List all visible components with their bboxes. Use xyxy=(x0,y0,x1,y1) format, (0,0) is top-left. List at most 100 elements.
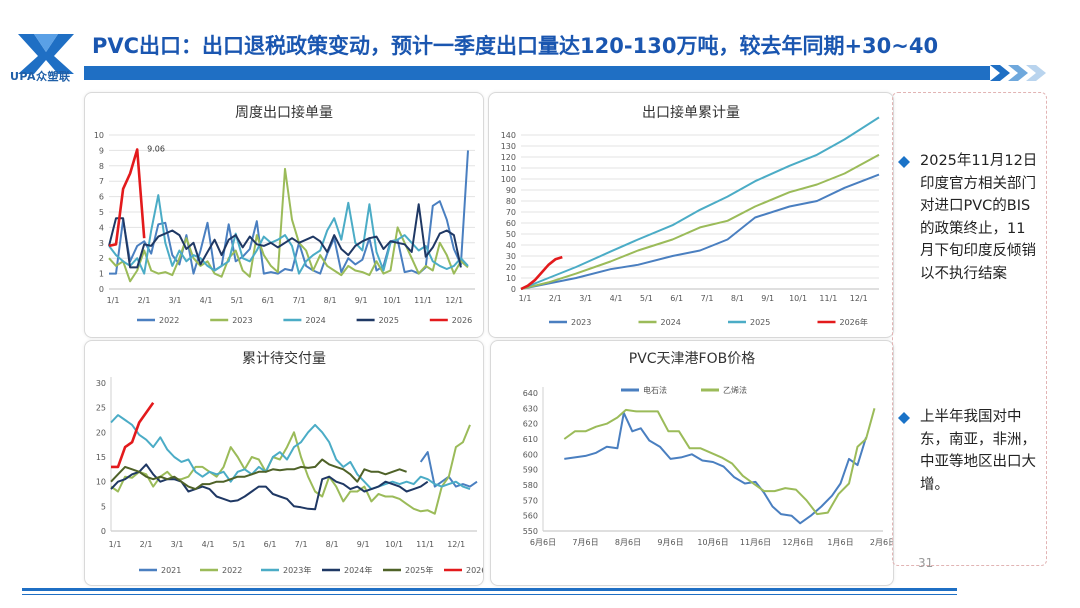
y-tick-label: 0 xyxy=(101,527,106,536)
chevron-right-icon xyxy=(990,65,1010,81)
x-tick-label: 9/1 xyxy=(761,294,774,303)
page-title: PVC出口：出口退税政策变动，预计一季度出口量达120-130万吨，较去年同期+… xyxy=(92,34,939,58)
x-tick-label: 6月6日 xyxy=(530,538,556,547)
series-line xyxy=(110,424,471,515)
legend-label: 2025 xyxy=(750,318,770,327)
y-tick-label: 60 xyxy=(506,219,516,228)
note-text: 上半年我国对中东，南亚，非洲，中亚等地区出口大增。 xyxy=(920,409,1036,493)
series-line xyxy=(108,203,462,269)
chart-title: 出口接单累计量 xyxy=(642,104,740,121)
series-line xyxy=(520,153,880,290)
series-line xyxy=(520,116,880,290)
legend-label: 2025 xyxy=(379,316,399,325)
x-tick-label: 4/1 xyxy=(202,540,215,549)
y-tick-label: 0 xyxy=(99,285,104,294)
chart-title: 周度出口接单量 xyxy=(235,104,333,121)
legend-label: 2023 xyxy=(232,316,252,325)
x-tick-label: 6/1 xyxy=(670,294,683,303)
header-bar xyxy=(84,66,990,80)
y-tick-label: 0 xyxy=(511,285,516,294)
chevron-right-icon xyxy=(1026,65,1046,81)
x-tick-label: 12/1 xyxy=(445,296,463,305)
y-tick-label: 20 xyxy=(506,263,516,272)
y-tick-label: 1 xyxy=(99,270,104,279)
series-line xyxy=(110,463,429,511)
y-tick-label: 50 xyxy=(506,230,516,239)
note-item: 2025年11月12日印度官方相关部门对进口PVC的BIS的政策终止，11月下旬… xyxy=(898,150,1038,285)
x-tick-label: 9月6日 xyxy=(657,538,683,547)
y-tick-label: 580 xyxy=(523,481,538,490)
y-tick-label: 110 xyxy=(501,164,516,173)
x-tick-label: 1/1 xyxy=(109,540,122,549)
y-tick-label: 2 xyxy=(99,254,104,263)
x-tick-label: 8月6日 xyxy=(615,538,641,547)
legend-label: 2024 xyxy=(305,316,325,325)
series-line xyxy=(520,255,563,291)
pending-delivery-plot: 累计待交付量 0 5 10 15 20 25 30 1/1 2/1 3/1 4/1 5/1 6/1 7/1 8… xyxy=(96,350,483,575)
data-label: 9.06 xyxy=(147,144,165,153)
legend-label: 2026年 xyxy=(840,317,868,327)
footer-bar xyxy=(22,588,957,591)
x-tick-label: 2/1 xyxy=(140,540,153,549)
y-tick-label: 3 xyxy=(99,239,104,248)
x-tick-label: 1月6日 xyxy=(827,538,853,547)
notes-box xyxy=(892,92,1047,566)
y-tick-label: 5 xyxy=(101,502,106,511)
chart-title: 累计待交付量 xyxy=(242,350,326,367)
y-tick-label: 130 xyxy=(501,142,516,151)
x-tick-label: 11/1 xyxy=(819,294,837,303)
chart-title: PVC天津港FOB价格 xyxy=(629,351,755,367)
legend-label: 电石法 xyxy=(643,385,667,395)
x-tick-label: 5/1 xyxy=(640,294,653,303)
y-tick-label: 90 xyxy=(506,186,516,195)
legend-label: 2023年 xyxy=(283,565,311,575)
x-tick-label: 5/1 xyxy=(231,296,244,305)
x-tick-label: 10月6日 xyxy=(697,538,728,547)
logo-text: UPA众塑联 xyxy=(10,70,71,83)
y-tick-label: 80 xyxy=(506,197,516,206)
x-tick-label: 4/1 xyxy=(200,296,213,305)
cumulative-orders-plot: 出口接单累计量 0 10 20 30 40 50 60 70 80 90 100 110 120 130 14… xyxy=(501,104,880,327)
x-tick-label: 4/1 xyxy=(610,294,623,303)
y-tick-label: 100 xyxy=(501,175,516,184)
x-tick-label: 2/1 xyxy=(138,296,151,305)
y-tick-label: 30 xyxy=(96,379,106,388)
series-line xyxy=(111,401,155,469)
legend-label: 2024 xyxy=(661,318,681,327)
x-tick-label: 8/1 xyxy=(731,294,744,303)
y-tick-label: 40 xyxy=(506,241,516,250)
series-line xyxy=(564,411,867,525)
series-line xyxy=(109,150,469,275)
legend-label: 2022 xyxy=(222,566,242,575)
legend-label: 2026 xyxy=(452,316,472,325)
y-tick-label: 140 xyxy=(501,131,516,140)
x-tick-label: 12/1 xyxy=(447,540,465,549)
diamond-bullet-icon xyxy=(898,156,910,168)
y-tick-label: 25 xyxy=(96,404,106,413)
y-tick-label: 15 xyxy=(96,453,106,462)
y-tick-label: 4 xyxy=(99,223,104,232)
x-tick-label: 2/1 xyxy=(549,294,562,303)
legend-label: 2021 xyxy=(161,566,181,575)
series-line xyxy=(110,414,471,491)
x-tick-label: 7/1 xyxy=(295,540,308,549)
y-tick-label: 10 xyxy=(94,131,104,140)
fob-price-plot: PVC天津港FOB价格 550 560 570 580 590 600 610 620 630 64… xyxy=(523,351,893,547)
y-tick-label: 10 xyxy=(96,478,106,487)
x-tick-label: 11/1 xyxy=(416,540,434,549)
y-tick-label: 5 xyxy=(99,208,104,217)
y-tick-label: 7 xyxy=(99,177,104,186)
legend-label: 2026年 xyxy=(466,565,483,575)
y-tick-label: 550 xyxy=(523,527,538,536)
x-tick-label: 2月6日 xyxy=(870,538,893,547)
y-tick-label: 70 xyxy=(506,208,516,217)
pending-delivery-chart: 累计待交付量 0 5 10 15 20 25 30 1/1 2/1 3/1 4/1 5/1 6/1 7/1 8… xyxy=(84,340,484,586)
weekly-orders-chart: 周度出口接单量 0 1 2 3 4 5 6 7 8 9 10 1/1 2/1 3/1 4/1 5/1 6/1 7/1… xyxy=(84,92,484,338)
x-tick-label: 6/1 xyxy=(262,296,275,305)
x-tick-label: 8/1 xyxy=(326,540,339,549)
x-tick-label: 1/1 xyxy=(519,294,532,303)
x-tick-label: 3/1 xyxy=(169,296,182,305)
y-tick-label: 570 xyxy=(523,496,538,505)
legend-label: 2025年 xyxy=(405,565,433,575)
x-tick-label: 9/1 xyxy=(357,540,370,549)
